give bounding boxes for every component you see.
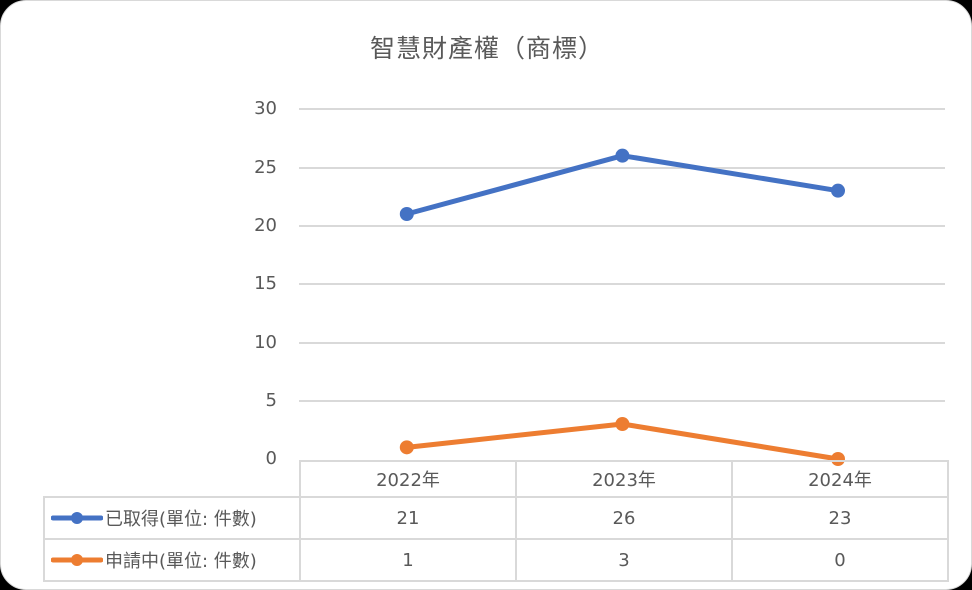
y-tick-label: 5 xyxy=(265,390,277,411)
data-point-marker xyxy=(831,183,845,198)
data-table: 2022年 2023年 2024年 已取得(單位: 件數) 21 26 23 申… xyxy=(43,460,949,582)
category-label: 2022年 xyxy=(299,460,517,498)
gridline-10 xyxy=(299,342,945,344)
data-cell: 26 xyxy=(515,496,733,540)
data-point-marker xyxy=(399,440,414,455)
gridline-15 xyxy=(299,283,945,285)
legend-line-marker-icon xyxy=(51,512,103,524)
legend-label: 已取得(單位: 件數) xyxy=(105,509,257,530)
data-table-row: 已取得(單位: 件數) 21 26 23 xyxy=(43,496,949,540)
data-table-row: 申請中(單位: 件數) 1 3 0 xyxy=(43,538,949,582)
gridline-25 xyxy=(299,167,945,169)
data-point-marker xyxy=(399,207,414,221)
legend-label: 申請中(單位: 件數) xyxy=(105,551,257,572)
data-point-marker xyxy=(615,148,630,163)
data-point-marker xyxy=(615,417,630,431)
legend-line-marker-icon xyxy=(51,554,103,566)
gridline-5 xyxy=(299,400,945,402)
data-cell: 3 xyxy=(515,538,733,582)
data-table-header-row: 2022年 2023年 2024年 xyxy=(44,460,949,498)
gridline-20 xyxy=(299,225,945,227)
y-tick-label: 10 xyxy=(254,332,277,353)
y-tick-label: 25 xyxy=(254,157,277,178)
data-table-corner xyxy=(44,461,301,498)
data-cell: 23 xyxy=(731,496,949,540)
y-tick-label: 0 xyxy=(265,448,277,469)
legend-entry-obtained: 已取得(單位: 件數) xyxy=(43,496,301,540)
y-tick-label: 15 xyxy=(254,273,277,294)
data-cell: 0 xyxy=(731,538,949,582)
legend-entry-pending: 申請中(單位: 件數) xyxy=(43,538,301,582)
data-cell: 1 xyxy=(299,538,517,582)
y-tick-label: 20 xyxy=(254,215,277,236)
data-cell: 21 xyxy=(299,496,517,540)
category-label: 2023年 xyxy=(515,460,733,498)
y-tick-label: 30 xyxy=(254,98,277,119)
gridline-30 xyxy=(299,108,945,110)
category-label: 2024年 xyxy=(731,460,949,498)
chart-title: 智慧財產權（商標） xyxy=(369,34,604,63)
series-line-0 xyxy=(404,153,841,217)
